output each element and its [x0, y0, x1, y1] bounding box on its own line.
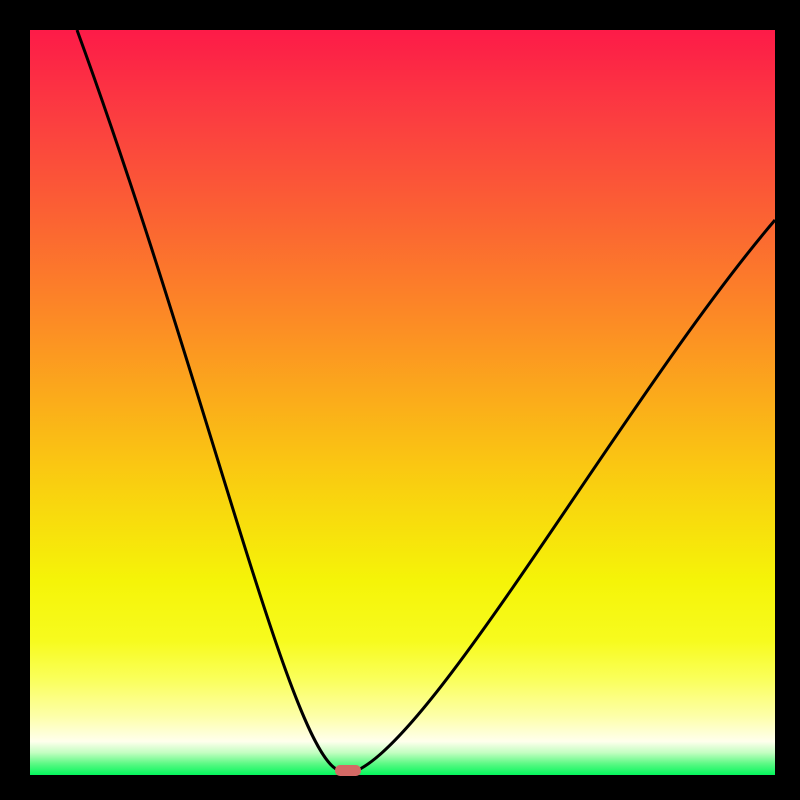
plot-background [30, 30, 775, 775]
chart-container [0, 0, 800, 800]
bottleneck-chart [0, 0, 800, 800]
plot-area [30, 30, 775, 776]
minimum-marker [335, 765, 361, 776]
